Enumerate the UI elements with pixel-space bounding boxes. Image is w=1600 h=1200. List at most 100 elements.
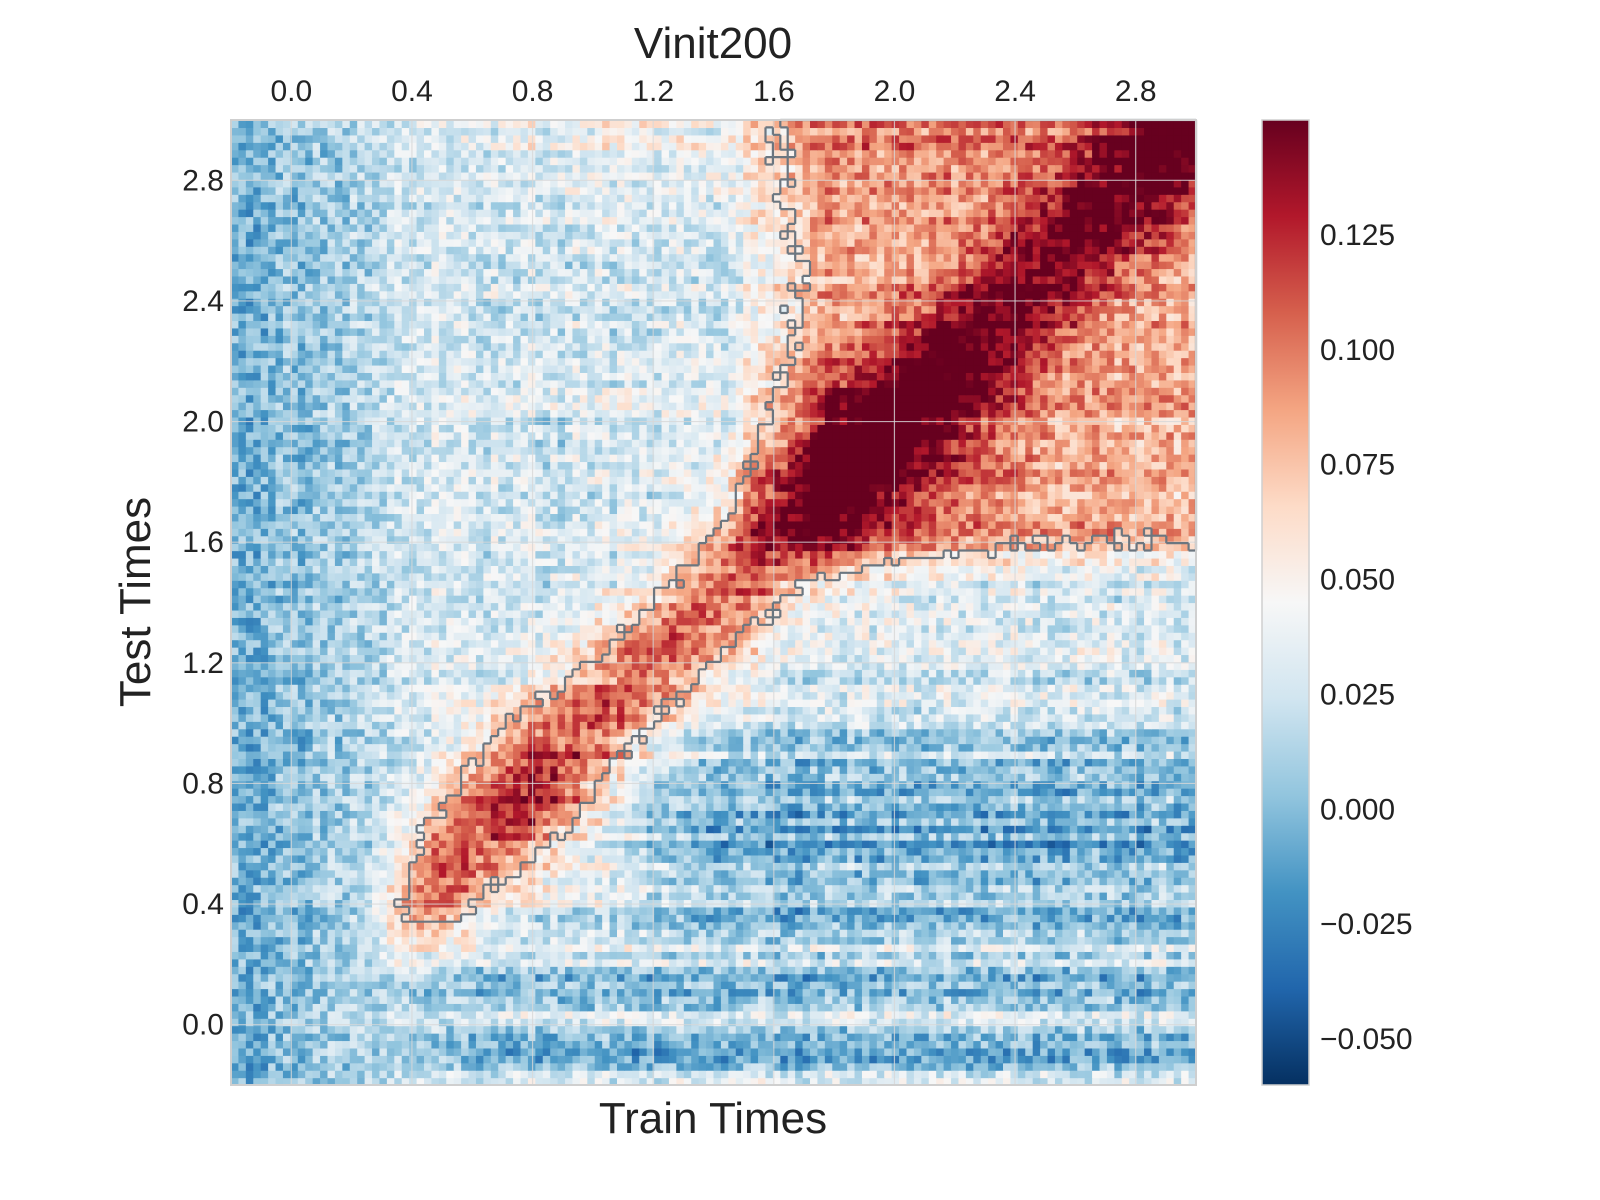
- heatmap-cell: [966, 966, 974, 974]
- heatmap-cell: [572, 833, 580, 841]
- heatmap-cell: [491, 892, 499, 900]
- heatmap-cell: [483, 796, 491, 804]
- heatmap-cell: [884, 840, 892, 848]
- heatmap-cell: [1174, 862, 1182, 870]
- heatmap-cell: [446, 1063, 454, 1071]
- heatmap-cell: [758, 885, 766, 893]
- heatmap-cell: [840, 818, 848, 826]
- heatmap-cell: [699, 907, 707, 915]
- heatmap-cell: [313, 1040, 321, 1048]
- heatmap-cell: [1107, 892, 1115, 900]
- heatmap-cell: [610, 1026, 618, 1034]
- heatmap-cell: [958, 966, 966, 974]
- heatmap-cell: [706, 907, 714, 915]
- heatmap-cell: [944, 1003, 952, 1011]
- heatmap-cell: [498, 1011, 506, 1019]
- heatmap-cell: [817, 959, 825, 967]
- heatmap-cell: [476, 847, 484, 855]
- heatmap-cell: [632, 870, 640, 878]
- heatmap-cell: [587, 981, 595, 989]
- heatmap-cell: [558, 959, 566, 967]
- heatmap-cell: [654, 1003, 662, 1011]
- heatmap-cell: [921, 937, 929, 945]
- heatmap-cell: [253, 899, 261, 907]
- heatmap-cell: [394, 929, 402, 937]
- heatmap-cell: [914, 1048, 922, 1056]
- heatmap-cell: [357, 892, 365, 900]
- heatmap-cell: [483, 833, 491, 841]
- heatmap-cell: [862, 1003, 870, 1011]
- heatmap-cell: [409, 1070, 417, 1078]
- heatmap-cell: [1181, 1040, 1189, 1048]
- heatmap-cell: [825, 922, 833, 930]
- heatmap-cell: [320, 855, 328, 863]
- heatmap-cell: [877, 951, 885, 959]
- heatmap-cell: [387, 833, 395, 841]
- heatmap-cell: [558, 1055, 566, 1063]
- heatmap-cell: [387, 818, 395, 826]
- heatmap-cell: [1040, 833, 1048, 841]
- heatmap-cell: [580, 929, 588, 937]
- heatmap-cell: [1114, 996, 1122, 1004]
- heatmap-cell: [944, 1026, 952, 1034]
- heatmap-cell: [751, 818, 759, 826]
- heatmap-cell: [795, 1026, 803, 1034]
- heatmap-cell: [743, 907, 751, 915]
- heatmap-cell: [736, 1003, 744, 1011]
- heatmap-cell: [669, 847, 677, 855]
- heatmap-cell: [810, 1011, 818, 1019]
- heatmap-cell: [528, 825, 536, 833]
- heatmap-cell: [379, 944, 387, 952]
- heatmap-cell: [788, 1048, 796, 1056]
- heatmap-cell: [320, 818, 328, 826]
- heatmap-cell: [869, 1055, 877, 1063]
- heatmap-cell: [1062, 959, 1070, 967]
- heatmap-cell: [357, 862, 365, 870]
- heatmap-cell: [721, 1055, 729, 1063]
- heatmap-cell: [276, 937, 284, 945]
- heatmap-cell: [1055, 981, 1063, 989]
- heatmap-cell: [899, 899, 907, 907]
- heatmap-cell: [988, 1063, 996, 1071]
- heatmap-cell: [261, 981, 269, 989]
- heatmap-cell: [1040, 810, 1048, 818]
- heatmap-cell: [580, 1033, 588, 1041]
- heatmap-cell: [602, 899, 610, 907]
- heatmap-cell: [914, 907, 922, 915]
- heatmap-cell: [758, 1070, 766, 1078]
- heatmap-cell: [1159, 974, 1167, 982]
- heatmap-cell: [639, 996, 647, 1004]
- heatmap-cell: [1018, 1003, 1026, 1011]
- heatmap-cell: [558, 1026, 566, 1034]
- heatmap-cell: [379, 803, 387, 811]
- heatmap-cell: [402, 1040, 410, 1048]
- heatmap-cell: [877, 855, 885, 863]
- heatmap-cell: [602, 840, 610, 848]
- heatmap-cell: [1092, 1040, 1100, 1048]
- heatmap-cell: [914, 929, 922, 937]
- heatmap-cell: [1114, 1003, 1122, 1011]
- heatmap-cell: [231, 959, 239, 967]
- heatmap-cell: [276, 1011, 284, 1019]
- heatmap-cell: [595, 907, 603, 915]
- heatmap-cell: [521, 966, 529, 974]
- heatmap-cell: [602, 951, 610, 959]
- heatmap-cell: [691, 922, 699, 930]
- heatmap-cell: [840, 1033, 848, 1041]
- heatmap-cell: [305, 996, 313, 1004]
- heatmap-cell: [565, 1003, 573, 1011]
- heatmap-cell: [305, 1040, 313, 1048]
- heatmap-cell: [268, 885, 276, 893]
- heatmap-cell: [728, 974, 736, 982]
- heatmap-cell: [803, 974, 811, 982]
- heatmap-cell: [253, 862, 261, 870]
- heatmap-cell: [350, 959, 358, 967]
- heatmap-cell: [1085, 1055, 1093, 1063]
- heatmap-cell: [1107, 1063, 1115, 1071]
- heatmap-cell: [1100, 974, 1108, 982]
- heatmap-cell: [1040, 885, 1048, 893]
- heatmap-cell: [328, 974, 336, 982]
- heatmap-cell: [483, 855, 491, 863]
- heatmap-cell: [1003, 951, 1011, 959]
- heatmap-cell: [372, 847, 380, 855]
